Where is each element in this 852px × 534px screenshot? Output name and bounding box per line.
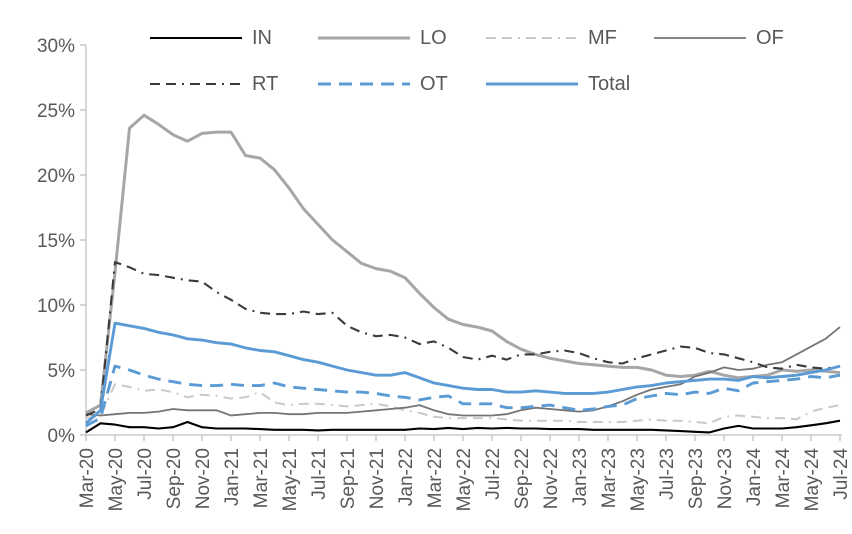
y-axis-label: 0%: [48, 426, 76, 447]
x-axis-label: May-22: [454, 448, 475, 511]
x-axis-label: Sep-22: [512, 448, 533, 509]
series-line-of: [85, 326, 841, 417]
x-axis-label: Mar-20: [77, 448, 98, 508]
x-axis-label: Mar-23: [599, 448, 620, 508]
y-axis-label: 20%: [37, 166, 75, 187]
x-axis-label: Jan-23: [570, 448, 591, 506]
y-axis-label: 25%: [37, 101, 75, 122]
y-axis-label: 30%: [37, 36, 75, 57]
x-axis-label: Mar-21: [251, 448, 272, 508]
x-axis-label: Sep-23: [686, 448, 707, 509]
y-axis-label: 5%: [48, 361, 76, 382]
x-axis-label: Mar-24: [773, 448, 794, 509]
x-axis-label: Nov-23: [715, 448, 736, 509]
x-axis-label: May-21: [280, 448, 301, 511]
x-axis-label: Jul-21: [309, 448, 330, 500]
series-line-in: [85, 419, 841, 434]
series-line-rt: [85, 261, 841, 417]
x-axis-label: Nov-21: [367, 448, 388, 509]
series-line-mf: [85, 383, 841, 425]
x-axis-label: Jan-21: [222, 448, 243, 506]
series-line-lo: [85, 113, 841, 415]
x-axis-label: Jan-22: [396, 448, 417, 506]
series-line-total: [85, 321, 841, 425]
x-axis-label: Sep-20: [164, 448, 185, 509]
x-axis-label: Jul-24: [831, 448, 852, 500]
x-axis-label: Jan-24: [744, 448, 765, 507]
x-axis-label: May-20: [106, 448, 127, 511]
x-axis-label: Jul-22: [483, 448, 504, 500]
series-line-ot: [85, 364, 841, 428]
x-axis-label: Nov-20: [193, 448, 214, 509]
x-axis-label: May-24: [802, 448, 823, 512]
y-axis-label: 15%: [37, 231, 75, 252]
y-axis-label: 10%: [37, 296, 75, 317]
x-axis-label: Nov-22: [541, 448, 562, 509]
x-axis-label: Mar-22: [425, 448, 446, 508]
x-axis-label: Jul-20: [135, 448, 156, 500]
x-axis-label: Jul-23: [657, 448, 678, 500]
x-axis-label: May-23: [628, 448, 649, 511]
x-axis-label: Sep-21: [338, 448, 359, 509]
